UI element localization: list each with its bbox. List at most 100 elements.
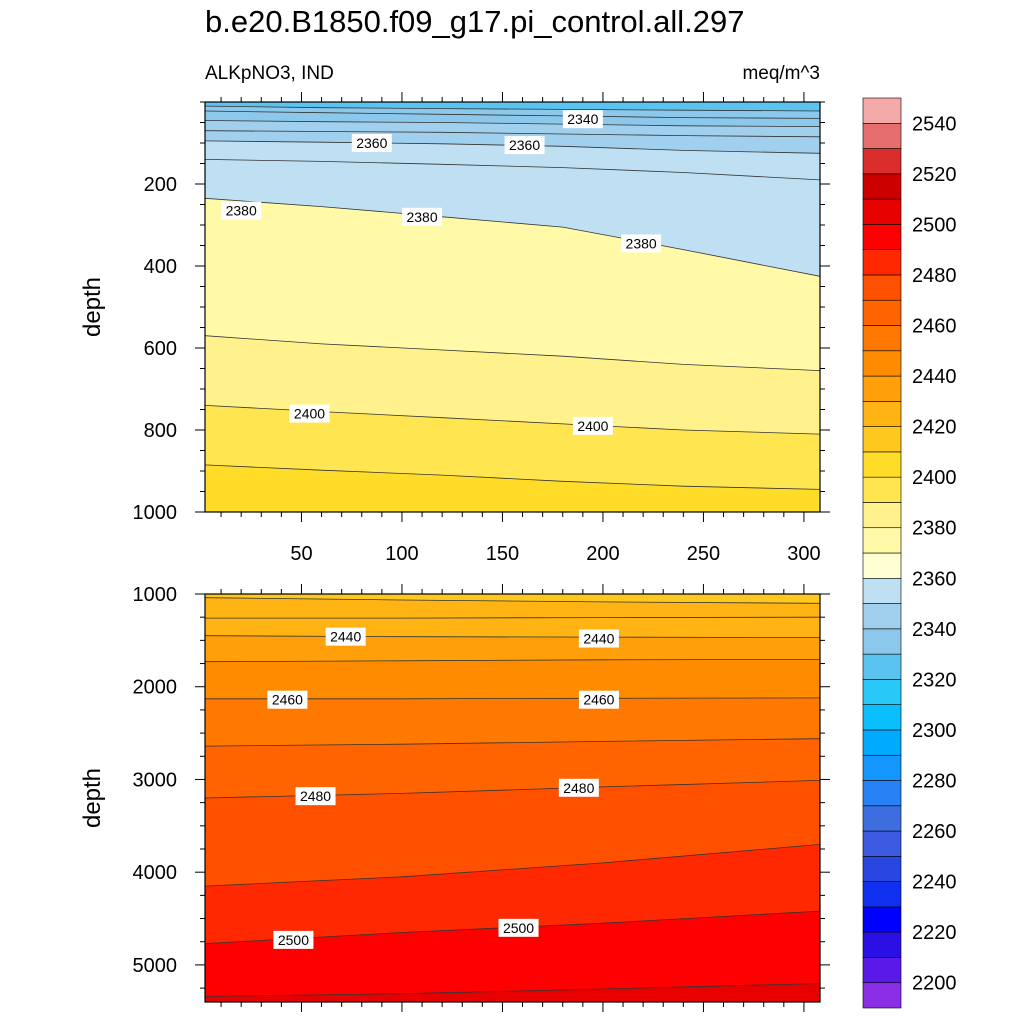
contour-line-2390 (205, 335, 820, 371)
contour-label-bg (221, 201, 262, 220)
colorbar-swatch (862, 198, 902, 225)
contour-label-text: 2460 (272, 692, 303, 708)
colorbar-swatch (862, 325, 902, 352)
colorbar-swatch (862, 603, 902, 630)
contour-line-2430 (205, 597, 820, 604)
contour-band (205, 738, 820, 798)
colorbar-swatch (862, 224, 902, 250)
colorbar-label: 2380 (912, 518, 957, 540)
contour-band (205, 697, 820, 747)
contour-label-text: 2440 (330, 629, 361, 645)
contour-label-bg (572, 416, 613, 435)
contour-fills (205, 102, 820, 512)
contour-label-text: 2400 (577, 418, 608, 434)
contour-label-bg (289, 404, 330, 423)
colorbar-label: 2400 (912, 467, 957, 489)
contour-line-2440 (205, 635, 820, 638)
contour-line-2360 (205, 140, 820, 154)
contour-line-2470 (205, 738, 820, 747)
colorbar-swatch (862, 552, 902, 579)
y-tick-label: 200 (144, 174, 177, 196)
contour-band (205, 780, 820, 887)
colorbar-swatch (862, 274, 902, 301)
contour-band (205, 120, 820, 137)
contour-band (205, 198, 820, 371)
y-axis-label: depth (79, 768, 106, 828)
colorbar-label: 2300 (912, 720, 957, 742)
colorbar-label: 2260 (912, 821, 957, 843)
contour-band (205, 405, 820, 490)
colorbar: 2200 2220 2240 2260 2280 2300 2320 2340 2360 2380… (862, 97, 957, 1009)
colorbar-label: 2520 (912, 164, 957, 186)
contour-label: 2460 (267, 690, 308, 709)
contour-label: 2380 (221, 201, 262, 220)
colorbar-swatch (862, 729, 902, 756)
contour-band (205, 617, 820, 638)
colorbar-swatch (862, 502, 902, 529)
contour-band (205, 983, 820, 1002)
colorbar-label: 2240 (912, 872, 957, 894)
contour-label-bg (351, 134, 392, 152)
contour-label: 2480 (558, 778, 599, 797)
colorbar-swatch (862, 628, 902, 655)
contour-label: 2400 (572, 416, 613, 435)
colorbar-label: 2280 (912, 771, 957, 793)
colorbar-swatch (862, 401, 902, 427)
contour-label: 2360 (504, 136, 545, 155)
contour-band (205, 635, 820, 662)
contour-line-2490 (205, 844, 820, 887)
contour-line-2435 (205, 616, 820, 619)
contour-label-bg (578, 690, 619, 709)
contour-label-text: 2500 (503, 920, 534, 936)
panel-upper: 2340 2360 2360 2380 2380 2380 2400 2400 200 400 60… (79, 92, 830, 565)
contour-label-text: 2380 (226, 203, 257, 219)
y-tick-label: 5000 (133, 955, 178, 977)
colorbar-swatch (862, 830, 902, 857)
contour-label-bg (325, 627, 366, 646)
contour-label: 2360 (351, 134, 392, 152)
contour-line-2410 (205, 464, 820, 490)
colorbar-label: 2480 (912, 265, 957, 287)
contour-label: 2440 (578, 629, 619, 648)
contour-label: 2460 (578, 690, 619, 709)
colorbar-label: 2200 (912, 973, 957, 995)
contour-line-2345 (205, 110, 820, 119)
colorbar-label: 2500 (912, 214, 957, 236)
contour-band (205, 464, 820, 512)
colorbar-swatch (862, 754, 902, 781)
colorbar-swatch (862, 881, 902, 908)
contour-label-bg (295, 787, 336, 806)
contour-band (205, 111, 820, 127)
contour-line-2340 (205, 105, 820, 112)
contour-label-bg (267, 690, 308, 709)
colorbar-swatch (862, 805, 902, 832)
contour-label-text: 2380 (626, 235, 657, 251)
colorbar-swatch (862, 679, 902, 705)
contour-label: 2400 (289, 404, 330, 423)
y-axis-label: depth (79, 277, 106, 337)
y-tick-label: 2000 (133, 677, 178, 699)
contour-line-2365 (205, 159, 820, 181)
colorbar-swatch (862, 780, 902, 807)
x-tick-label: 300 (787, 543, 820, 565)
y-tick-label: 400 (144, 256, 177, 278)
variable-label: ALKpNO3, IND (205, 63, 334, 84)
colorbar-label: 2440 (912, 366, 957, 388)
colorbar-swatch (862, 299, 902, 326)
contour-label-text: 2460 (583, 692, 614, 708)
contour-line-2450 (205, 659, 820, 663)
contour-label-bg (498, 918, 539, 937)
colorbar-swatch (862, 527, 902, 554)
y-tick-label: 1000 (133, 584, 178, 606)
x-tick-label: 50 (290, 543, 312, 565)
contour-band (205, 102, 820, 111)
contour-label: 2440 (325, 627, 366, 646)
colorbar-label: 2340 (912, 619, 957, 641)
contour-label: 2380 (621, 234, 662, 253)
contour-label-bg (621, 234, 662, 253)
contour-label-bg (504, 136, 545, 155)
contour-band (205, 594, 820, 604)
panel-lower: 2440 2440 2460 2460 2480 2480 2500 2500 1000 2000… (79, 584, 830, 1012)
colorbar-swatch (862, 350, 902, 377)
contour-label-bg (562, 110, 603, 129)
